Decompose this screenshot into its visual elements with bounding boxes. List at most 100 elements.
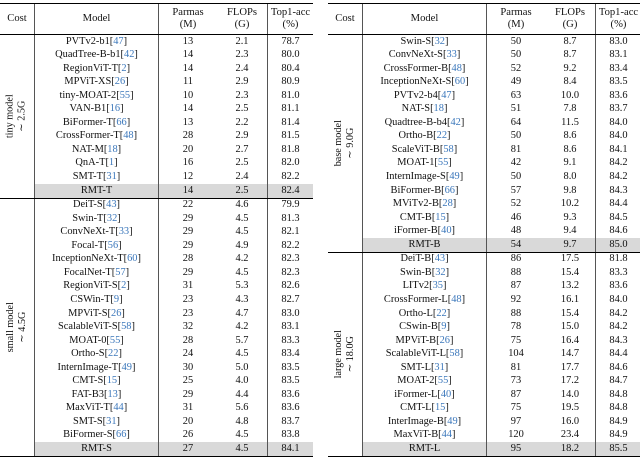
citation-link[interactable]: 15 xyxy=(106,375,118,387)
citation-link[interactable]: 2 xyxy=(121,280,127,292)
citation-link[interactable]: 60 xyxy=(127,253,138,265)
citation-bracket: [ xyxy=(439,143,444,155)
citation-link[interactable]: 32 xyxy=(434,35,445,47)
citation-link[interactable]: 47 xyxy=(113,35,124,47)
citation-link[interactable]: 66 xyxy=(116,116,127,128)
model-name-cell: InternImage-S [49] xyxy=(363,170,487,185)
model-name-cell: iFormer-L [40] xyxy=(363,388,487,402)
flops-cell: 8.6 xyxy=(545,143,596,157)
citation-link[interactable]: 49 xyxy=(447,415,458,427)
flops-cell: 4.3 xyxy=(217,293,268,307)
citation-link[interactable]: 31 xyxy=(106,415,117,427)
citation-bracket: ] xyxy=(125,76,129,88)
citation-bracket: [ xyxy=(433,130,437,142)
citation-link[interactable]: 15 xyxy=(434,402,446,414)
table-row: Focal-T [56] 29 4.9 82.2 xyxy=(35,239,313,253)
citation-link[interactable]: 55 xyxy=(119,89,131,101)
citation-link[interactable]: 40 xyxy=(440,388,452,400)
citation-link[interactable]: 32 xyxy=(435,266,446,278)
top1-acc-cell: 82.6 xyxy=(281,280,300,292)
params-cell: 88 xyxy=(510,266,522,278)
citation-link[interactable]: 22 xyxy=(436,130,448,142)
table-row: InternImage-T [49] 30 5.0 83.5 xyxy=(35,361,313,375)
citation-link[interactable]: 48 xyxy=(451,62,462,74)
top1-acc-cell: 83.6 xyxy=(609,89,628,101)
model-name: Ortho-B xyxy=(398,130,434,142)
citation-bracket: ] xyxy=(445,402,449,414)
citation-link[interactable]: 26 xyxy=(111,307,122,319)
citation-bracket: [ xyxy=(117,280,122,292)
citation-link[interactable]: 42 xyxy=(124,49,135,61)
top1-acc-cell: 81.4 xyxy=(281,116,300,128)
model-name-cell: SMT-L [31] xyxy=(363,361,487,375)
top1-acc-cell: 80.4 xyxy=(281,62,300,74)
citation-link[interactable]: 18 xyxy=(107,143,118,155)
table-row: SMT-S [31] 20 4.8 83.7 xyxy=(35,415,313,429)
citation-bracket: [ xyxy=(445,171,450,183)
model-cost-section: large model ∼ 18.0G DeiT-B [43] 86 17.5 81.8 S… xyxy=(328,251,640,456)
citation-link[interactable]: 28 xyxy=(442,198,453,210)
citation-link[interactable]: 66 xyxy=(444,184,455,196)
citation-link[interactable]: 48 xyxy=(123,130,134,142)
citation-link[interactable]: 31 xyxy=(106,171,117,183)
citation-bracket: [ xyxy=(451,76,455,88)
citation-bracket: [ xyxy=(431,266,436,278)
citation-link[interactable]: 40 xyxy=(441,225,452,237)
citation-link[interactable]: 55 xyxy=(437,375,449,387)
table-row: MPViT-B [26] 75 16.4 84.3 xyxy=(363,334,640,348)
citation-link[interactable]: 13 xyxy=(107,388,118,400)
params-cell: 50 xyxy=(510,171,522,183)
citation-bracket: [ xyxy=(434,157,438,169)
citation-link[interactable]: 9 xyxy=(441,321,447,333)
citation-link[interactable]: 57 xyxy=(115,266,126,278)
params-cell: 75 xyxy=(510,334,522,346)
citation-link[interactable]: 55 xyxy=(109,334,121,346)
citation-link[interactable]: 56 xyxy=(107,239,119,251)
model-name-cell: MPViT-B [26] xyxy=(363,334,487,348)
citation-link[interactable]: 1 xyxy=(108,157,115,169)
citation-link[interactable]: 2 xyxy=(121,62,127,74)
citation-link[interactable]: 60 xyxy=(454,76,466,88)
citation-link[interactable]: 58 xyxy=(121,321,132,333)
flops-cell: 10.2 xyxy=(545,197,596,212)
flops-cell: 2.4 xyxy=(217,170,268,185)
params-cell: 81 xyxy=(510,361,522,373)
citation-link[interactable]: 49 xyxy=(121,361,132,373)
citation-link[interactable]: 15 xyxy=(435,211,446,223)
citation-link[interactable]: 16 xyxy=(109,103,121,115)
citation-link[interactable]: 47 xyxy=(441,89,452,101)
citation-link[interactable]: 22 xyxy=(436,307,447,319)
citation-link[interactable]: 44 xyxy=(441,429,452,441)
model-name-cell: Swin-S [32] xyxy=(363,35,487,49)
citation-link[interactable]: 48 xyxy=(451,293,462,305)
params-cell: 120 xyxy=(508,429,524,441)
model-name: BiFormer-T xyxy=(62,116,113,128)
citation-link[interactable]: 22 xyxy=(108,348,119,360)
citation-link[interactable]: 43 xyxy=(106,199,117,211)
citation-link[interactable]: 66 xyxy=(116,429,127,441)
citation-link[interactable]: 58 xyxy=(449,348,460,360)
citation-link[interactable]: 58 xyxy=(443,143,454,155)
citation-link[interactable]: 26 xyxy=(439,334,450,346)
top1-acc-cell: 81.3 xyxy=(281,212,300,224)
citation-link[interactable]: 55 xyxy=(437,157,449,169)
citation-link[interactable]: 9 xyxy=(113,293,120,305)
model-name: Quadtree-B-b4 xyxy=(384,116,447,128)
citation-link[interactable]: 31 xyxy=(434,361,445,373)
top1-acc-cell: 84.0 xyxy=(609,293,628,305)
citation-bracket: ] xyxy=(452,198,457,210)
citation-link[interactable]: 42 xyxy=(450,116,461,128)
top1-acc-cell: 84.5 xyxy=(609,211,628,223)
citation-link[interactable]: 26 xyxy=(114,76,126,88)
flops-cell: 17.2 xyxy=(545,374,596,389)
citation-link[interactable]: 43 xyxy=(434,253,446,265)
citation-link[interactable]: 35 xyxy=(432,280,443,292)
citation-link[interactable]: 18 xyxy=(433,103,444,115)
citation-link[interactable]: 49 xyxy=(449,171,460,183)
citation-link[interactable]: 44 xyxy=(113,402,124,414)
citation-bracket: [ xyxy=(107,307,112,319)
citation-link[interactable]: 32 xyxy=(106,212,118,224)
citation-bracket: ] xyxy=(451,89,456,101)
citation-link[interactable]: 33 xyxy=(118,226,130,238)
citation-link[interactable]: 33 xyxy=(446,49,457,61)
